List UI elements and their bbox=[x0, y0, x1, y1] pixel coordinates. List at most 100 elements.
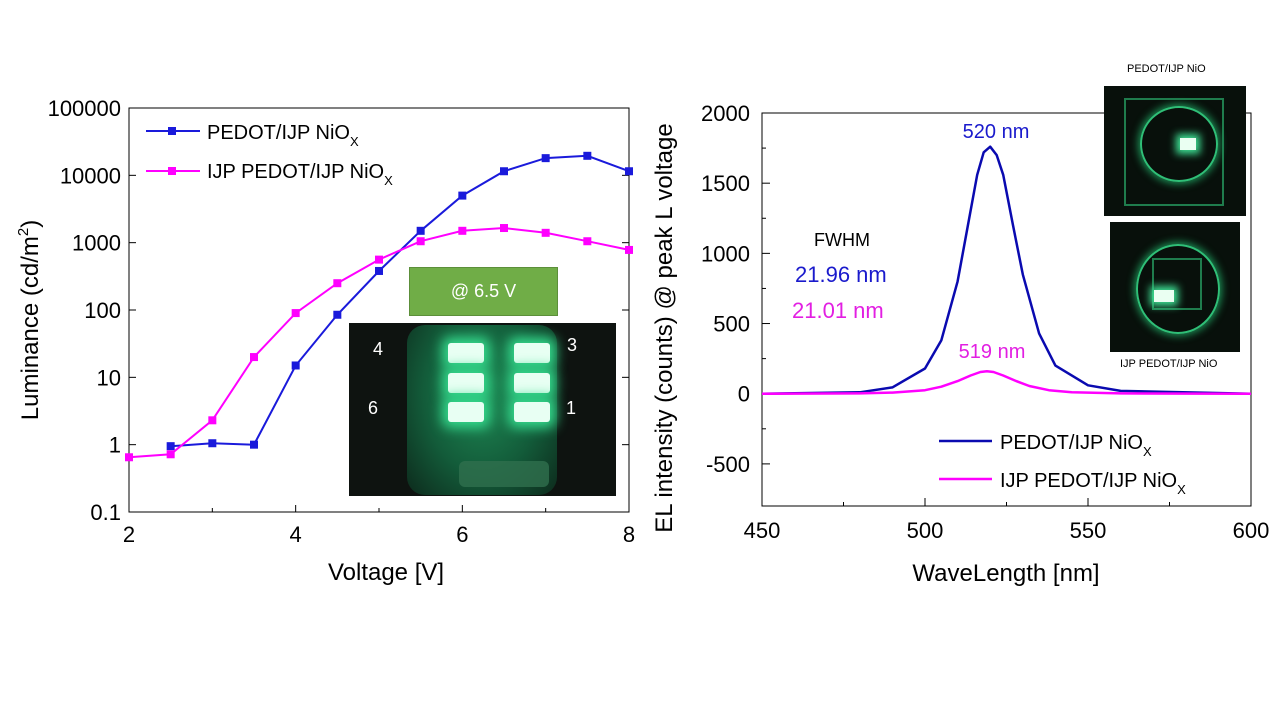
left-legend-label-blue: PEDOT/IJP NiOX bbox=[207, 122, 359, 149]
left-series-point-0 bbox=[500, 167, 508, 176]
device-label-3: 3 bbox=[567, 335, 578, 355]
right-y-axis-label: EL intensity (counts) @ peak L voltage bbox=[651, 123, 678, 532]
device-pixel bbox=[514, 402, 550, 422]
left-y-tick-label: 10000 bbox=[60, 163, 121, 188]
left-series-point-0 bbox=[416, 226, 425, 235]
left-x-axis-label: Voltage [V] bbox=[328, 559, 444, 586]
left-series-point-1 bbox=[625, 245, 633, 254]
left-y-axis-label-main: Luminance (cd/m bbox=[17, 236, 44, 420]
left-x-tick-label: 8 bbox=[623, 522, 635, 547]
left-chart: 2 4 6 8 0.1 1 10 100 1000 10000 100000 Voltage [V]… bbox=[15, 96, 635, 586]
left-series-point-0 bbox=[375, 266, 383, 275]
right-legend: PEDOT/IJP NiOX IJP PEDOT/IJP NiOX bbox=[939, 432, 1186, 497]
left-y-axis-label: Luminance (cd/m2) bbox=[15, 220, 44, 420]
right-y-tick-label: 500 bbox=[713, 312, 750, 337]
device-scribble-mark bbox=[459, 461, 549, 487]
right-y-tick-label: 2000 bbox=[701, 101, 750, 126]
inset-substrate bbox=[1124, 98, 1224, 206]
right-x-tick-label: 450 bbox=[744, 518, 781, 543]
inset-top-label: PEDOT/IJP NiO bbox=[1127, 63, 1206, 75]
fwhm-title: FWHM bbox=[814, 230, 870, 250]
left-series-point-1 bbox=[500, 224, 508, 233]
device-pixel bbox=[448, 373, 484, 393]
right-legend-label-magenta-main: IJP PEDOT/IJP NiO bbox=[1000, 470, 1177, 492]
peak-label-519: 519 nm bbox=[959, 341, 1026, 363]
left-x-tick-label: 2 bbox=[123, 522, 135, 547]
inset-encapsulation-ring bbox=[1140, 106, 1218, 182]
left-series-point-0 bbox=[291, 361, 300, 370]
right-legend-label-blue-main: PEDOT/IJP NiO bbox=[1000, 432, 1143, 454]
left-y-tick-label: 100000 bbox=[48, 96, 121, 121]
left-y-tick-label: 0.1 bbox=[90, 500, 121, 525]
device-label-1: 1 bbox=[566, 398, 577, 418]
left-y-tick-label: 100 bbox=[84, 298, 121, 323]
left-x-tick-label: 6 bbox=[456, 522, 468, 547]
left-y-tick-label: 1000 bbox=[72, 231, 121, 256]
left-series-point-0 bbox=[541, 154, 550, 163]
left-series-point-0 bbox=[250, 440, 258, 449]
fwhm-value-magenta: 21.01 nm bbox=[792, 298, 884, 323]
right-y-tick-label: 1500 bbox=[701, 171, 750, 196]
left-legend-label-magenta-sub: X bbox=[384, 173, 393, 188]
left-series-point-1 bbox=[291, 309, 300, 318]
left-series-group bbox=[125, 151, 633, 462]
right-legend-label-blue-sub: X bbox=[1143, 444, 1152, 459]
right-series-line-0 bbox=[761, 145, 1252, 395]
right-y-tick-label: 1000 bbox=[701, 241, 750, 266]
inset-encapsulation-ring bbox=[1136, 244, 1220, 334]
right-x-tick-label: 550 bbox=[1070, 518, 1107, 543]
left-legend-label-magenta: IJP PEDOT/IJP NiOX bbox=[207, 161, 393, 188]
left-series-point-0 bbox=[166, 442, 175, 451]
left-legend: PEDOT/IJP NiOX IJP PEDOT/IJP NiOX bbox=[146, 122, 393, 188]
right-x-tick-label: 600 bbox=[1233, 518, 1270, 543]
device-pixel bbox=[448, 343, 484, 363]
left-series-point-1 bbox=[166, 450, 175, 459]
inset-bottom-label: IJP PEDOT/IJP NiO bbox=[1120, 358, 1218, 370]
left-series-point-1 bbox=[375, 255, 383, 264]
left-series-point-1 bbox=[208, 416, 217, 425]
left-legend-label-magenta-main: IJP PEDOT/IJP NiO bbox=[207, 161, 384, 183]
left-y-axis-label-end: ) bbox=[17, 220, 44, 228]
right-y-tick-label: -500 bbox=[706, 452, 750, 477]
right-x-tick-label: 500 bbox=[907, 518, 944, 543]
right-x-axis-label: WaveLength [nm] bbox=[912, 560, 1099, 587]
left-y-tick-label: 1 bbox=[109, 433, 121, 458]
inset-emitting-pixel bbox=[1154, 290, 1174, 302]
voltage-banner: @ 6.5 V bbox=[409, 267, 558, 316]
left-series-point-1 bbox=[333, 279, 342, 288]
left-series-point-0 bbox=[208, 439, 217, 448]
left-series-point-0 bbox=[333, 310, 342, 319]
right-chart: 450 500 550 600 -500 0 500 1000 1500 2000 WaveLen… bbox=[651, 101, 1269, 587]
left-series-point-0 bbox=[458, 191, 467, 200]
device-photo: 4 3 6 1 bbox=[349, 323, 616, 496]
device-pixel bbox=[514, 373, 550, 393]
left-series-point-1 bbox=[250, 353, 258, 362]
left-series-point-1 bbox=[125, 453, 133, 462]
device-label-6: 6 bbox=[368, 398, 379, 418]
left-legend-label-blue-sub: X bbox=[350, 134, 359, 149]
device-pixel bbox=[514, 343, 550, 363]
left-series-point-1 bbox=[583, 237, 592, 246]
left-series-point-0 bbox=[583, 151, 592, 160]
inset-emitting-pixel bbox=[1180, 138, 1196, 150]
right-legend-label-magenta: IJP PEDOT/IJP NiOX bbox=[1000, 470, 1186, 497]
peak-label-520: 520 nm bbox=[963, 121, 1030, 143]
device-pixel bbox=[448, 402, 484, 422]
left-series-point-1 bbox=[416, 237, 425, 246]
right-axis-ticks: 450 500 550 600 -500 0 500 1000 1500 2000 bbox=[701, 101, 1269, 543]
left-y-tick-label: 10 bbox=[97, 365, 121, 390]
left-series-point-1 bbox=[541, 228, 550, 237]
right-legend-label-magenta-sub: X bbox=[1177, 482, 1186, 497]
right-series-line-1 bbox=[761, 370, 1252, 395]
left-x-tick-label: 4 bbox=[290, 522, 302, 547]
inset-photo-ijp-pedot bbox=[1110, 222, 1240, 352]
inset-photo-pedot bbox=[1104, 86, 1246, 216]
left-legend-marker-magenta bbox=[168, 167, 176, 175]
right-legend-label-blue: PEDOT/IJP NiOX bbox=[1000, 432, 1152, 459]
fwhm-value-blue: 21.96 nm bbox=[795, 262, 887, 287]
left-legend-label-blue-main: PEDOT/IJP NiO bbox=[207, 122, 350, 144]
inset-pixel-grid bbox=[1152, 258, 1202, 310]
left-series-point-0 bbox=[625, 167, 633, 176]
left-legend-marker-blue bbox=[168, 127, 176, 135]
